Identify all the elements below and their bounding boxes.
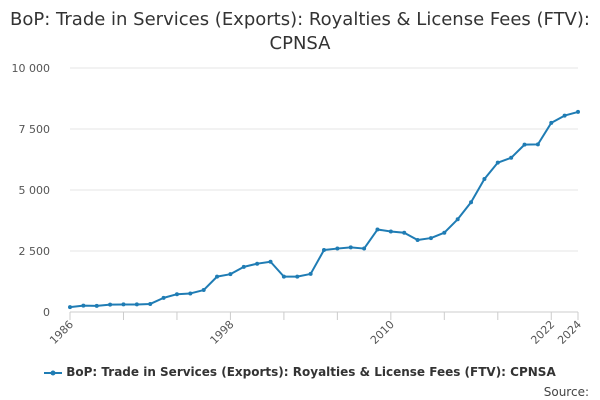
data-point — [522, 142, 527, 147]
data-point — [188, 291, 193, 296]
data-point — [201, 288, 206, 293]
data-point — [121, 302, 126, 307]
x-tick-label: 2024 — [555, 318, 584, 347]
data-point — [388, 229, 393, 234]
data-point — [535, 142, 540, 147]
x-tick-label: 1986 — [47, 318, 76, 347]
data-point — [148, 301, 153, 306]
x-tick-label: 2010 — [368, 318, 397, 347]
y-tick-label: 2 500 — [19, 245, 51, 258]
data-point — [562, 113, 567, 118]
data-point — [469, 200, 474, 205]
data-point — [68, 305, 72, 310]
series-line — [69, 110, 579, 309]
data-point — [134, 302, 139, 307]
y-axis-tick-labels: 0 2 500 5 000 7 500 10 000 — [12, 62, 51, 319]
data-point — [322, 248, 326, 253]
data-point — [295, 274, 300, 279]
data-point — [549, 120, 554, 125]
source-label: Source: — [543, 385, 589, 399]
data-point — [509, 155, 514, 160]
data-point — [241, 264, 246, 269]
legend[interactable]: BoP: Trade in Services (Exports): Royalt… — [0, 365, 600, 379]
data-point — [215, 274, 220, 279]
data-point — [375, 227, 380, 232]
data-point — [174, 292, 179, 297]
data-point — [576, 109, 580, 114]
y-tick-label: 0 — [43, 306, 50, 319]
data-point — [482, 177, 487, 182]
data-point — [81, 303, 86, 308]
data-point — [348, 245, 353, 250]
data-point — [495, 160, 500, 165]
data-point — [455, 217, 460, 222]
data-point — [362, 246, 367, 251]
x-tick-label: 2022 — [528, 318, 557, 347]
data-point — [94, 303, 99, 308]
data-point — [161, 295, 166, 300]
data-point — [228, 272, 233, 277]
chart-title: BoP: Trade in Services (Exports): Royalt… — [10, 9, 590, 54]
y-tick-label: 5 000 — [19, 184, 51, 197]
data-point — [268, 259, 273, 264]
data-point — [108, 302, 113, 307]
grid-lines — [70, 67, 578, 252]
data-point — [402, 230, 407, 235]
legend-label: BoP: Trade in Services (Exports): Royalt… — [66, 365, 556, 379]
series-layer — [68, 109, 580, 310]
y-tick-label: 7 500 — [19, 123, 51, 136]
y-tick-label: 10 000 — [12, 62, 51, 75]
data-point — [255, 261, 260, 266]
legend-line-marker-icon — [44, 370, 63, 375]
data-point — [428, 236, 433, 241]
data-point — [281, 274, 286, 279]
data-point — [442, 230, 447, 235]
data-point — [335, 246, 340, 251]
x-tick-label: 1998 — [208, 318, 237, 347]
data-point — [415, 238, 420, 243]
data-point — [308, 271, 313, 276]
